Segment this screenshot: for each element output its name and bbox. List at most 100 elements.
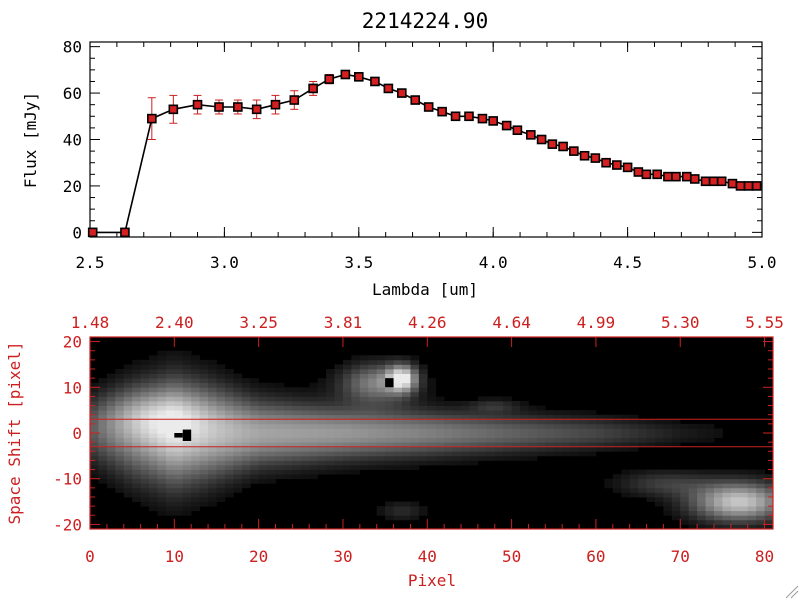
- image-pixel: [705, 506, 715, 512]
- image-pixel: [157, 350, 167, 356]
- image-pixel: [511, 433, 521, 438]
- image-pixel: [258, 401, 268, 406]
- image-pixel: [317, 446, 327, 452]
- image-pixel: [283, 442, 293, 448]
- image-pixel: [317, 437, 327, 443]
- image-pixel: [629, 437, 639, 443]
- image-pixel: [182, 483, 192, 489]
- image-pixel: [275, 387, 285, 393]
- image-pixel: [334, 455, 344, 461]
- image-pixel: [713, 483, 723, 489]
- image-pixel: [157, 501, 167, 507]
- image-pixel: [90, 396, 99, 402]
- image-pixel: [427, 378, 437, 384]
- image-pixel: [621, 414, 631, 420]
- image-pixel: [713, 433, 723, 438]
- image-pixel: [123, 428, 133, 434]
- image-pixel: [418, 451, 428, 457]
- image-pixel: [174, 410, 184, 416]
- image-pixel: [722, 487, 732, 493]
- image-pixel: [174, 510, 184, 516]
- data-point: [547, 139, 558, 149]
- image-pixel: [326, 460, 335, 466]
- data-point: [233, 102, 243, 112]
- image-pixel: [309, 423, 319, 429]
- image-pixel: [123, 401, 133, 406]
- image-pixel: [317, 428, 327, 434]
- image-pixel: [511, 405, 521, 411]
- image-pixel: [646, 487, 656, 493]
- image-pixel: [680, 483, 690, 489]
- image-pixel: [106, 419, 116, 425]
- image-pixel: [579, 451, 588, 457]
- image-pixel: [174, 405, 184, 411]
- image-pixel: [233, 451, 243, 457]
- image-pixel: [132, 460, 141, 466]
- image-pixel: [401, 437, 411, 443]
- image-pixel: [756, 483, 765, 489]
- image-pixel: [671, 515, 681, 521]
- image-pixel: [528, 414, 538, 420]
- image-pixel: [334, 460, 344, 466]
- image-pixel: [317, 469, 327, 475]
- image-pixel: [208, 487, 217, 493]
- image-pixel: [385, 515, 394, 521]
- image-pixel: [621, 469, 631, 475]
- image-pixel: [528, 423, 538, 429]
- image-pixel: [342, 419, 352, 425]
- resize-grip-icon[interactable]: [785, 585, 799, 599]
- image-pixel: [157, 474, 167, 480]
- image-pixel: [697, 506, 706, 512]
- image-pixel: [233, 483, 243, 489]
- image-pixel: [191, 359, 201, 365]
- image-pixel: [342, 401, 352, 406]
- image-pixel: [680, 474, 690, 480]
- top-tick-label: 1.48: [71, 313, 110, 332]
- image-pixel: [368, 405, 378, 411]
- image-pixel: [149, 419, 158, 425]
- image-pixel: [376, 405, 386, 411]
- image-pixel: [368, 401, 378, 406]
- image-pixel: [393, 369, 403, 374]
- data-point: [558, 141, 568, 152]
- image-pixel: [224, 387, 234, 393]
- image-pixel: [756, 469, 765, 475]
- image-pixel: [157, 442, 167, 448]
- image-pixel: [199, 391, 209, 397]
- image-pixel: [233, 478, 243, 484]
- image-pixel: [275, 410, 285, 416]
- image-pixel: [292, 451, 302, 457]
- image-pixel: [132, 364, 141, 370]
- data-point: [423, 102, 434, 112]
- image-pixel: [697, 519, 706, 525]
- image-pixel: [587, 437, 597, 443]
- data-point: [370, 76, 380, 87]
- image-pixel: [486, 405, 496, 411]
- image-pixel: [376, 387, 386, 393]
- image-pixel: [612, 419, 622, 425]
- image-pixel: [149, 410, 158, 416]
- image-pixel: [342, 391, 352, 397]
- data-point: [716, 176, 727, 187]
- image-pixel: [165, 391, 175, 397]
- image-pixel: [233, 391, 243, 397]
- image-pixel: [401, 369, 411, 374]
- image-pixel: [503, 414, 512, 420]
- image-pixel: [410, 391, 420, 397]
- image-pixel: [545, 437, 555, 443]
- spectrum-error-bars: [147, 71, 761, 189]
- image-pixel: [317, 387, 327, 393]
- x-tick-label: 0: [85, 547, 95, 566]
- image-pixel: [477, 437, 487, 443]
- image-pixel: [191, 428, 201, 434]
- image-pixel: [629, 474, 639, 480]
- image-pixel: [351, 423, 361, 429]
- image-pixel: [503, 428, 512, 434]
- image-pixel: [646, 492, 656, 498]
- image-pixel: [233, 396, 243, 402]
- image-pixel: [123, 410, 133, 416]
- image-x-axis-label: Pixel: [408, 571, 456, 590]
- image-pixel: [106, 410, 116, 416]
- image-pixel: [756, 497, 765, 502]
- image-pixel: [267, 474, 276, 480]
